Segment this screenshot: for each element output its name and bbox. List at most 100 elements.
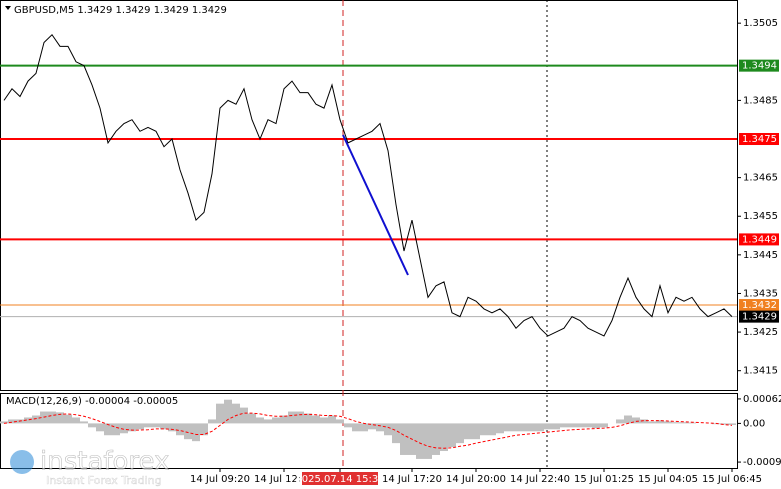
level-tag <box>739 299 779 312</box>
macd-bar <box>56 412 64 424</box>
macd-bar <box>336 419 344 424</box>
macd-bar <box>424 423 432 459</box>
y-tick-label: 0.00 <box>743 418 765 429</box>
macd-bar <box>496 423 504 434</box>
macd-bar <box>288 411 296 424</box>
trend-line <box>342 134 409 276</box>
brand: instaforex <box>40 447 169 477</box>
macd-bar <box>344 423 352 428</box>
level-label: 1.3429 <box>742 312 777 323</box>
title-arrow <box>5 6 11 10</box>
x-tick-label: 14 Jul 12:00 <box>254 474 314 485</box>
level-label: 1.3449 <box>742 234 777 245</box>
macd-bar <box>576 423 584 428</box>
macd-bar <box>224 399 232 424</box>
macd-bar <box>416 423 424 459</box>
macd-bar <box>168 423 176 432</box>
plot-layer: 1.35051.34851.34651.34551.34451.34351.34… <box>0 18 781 485</box>
level-tag <box>739 310 779 323</box>
macd-bar <box>552 423 560 430</box>
y-tick-label: 1.3425 <box>743 327 778 338</box>
macd-bar <box>72 417 80 424</box>
macd-bar <box>568 423 576 428</box>
macd-bar <box>384 423 392 436</box>
macd-bar <box>200 423 208 436</box>
macd-bar <box>208 419 216 424</box>
macd-bar <box>472 423 480 440</box>
level-tag <box>739 133 779 146</box>
x-label-highlight <box>302 472 378 485</box>
macd-bar <box>504 423 512 432</box>
macd-bar <box>688 422 696 424</box>
macd-frame <box>0 393 738 469</box>
y-tick-label: 0.00062 <box>743 394 781 405</box>
macd-bar <box>624 415 632 424</box>
macd-bar <box>88 423 96 428</box>
macd-bar <box>32 415 40 424</box>
macd-bar <box>376 423 384 432</box>
macd-bar <box>480 423 488 436</box>
macd-bar <box>320 417 328 424</box>
x-tick-label: 2025.07.14 15:30 <box>295 474 384 485</box>
macd-bar <box>656 420 664 424</box>
macd-bar <box>304 413 312 424</box>
price-line <box>3 33 733 337</box>
macd-bar <box>136 423 144 430</box>
macd-bar <box>536 423 544 432</box>
y-tick-label: 1.3465 <box>743 173 778 184</box>
macd-bar <box>144 423 152 428</box>
macd-bar <box>592 423 600 429</box>
macd-bar <box>456 423 464 444</box>
macd-bar <box>80 421 88 424</box>
x-tick-label: 14 Jul 09:20 <box>190 474 250 485</box>
macd-bar <box>488 423 496 436</box>
macd-bar <box>128 423 136 432</box>
macd-bar <box>400 423 408 455</box>
y-tick-label: 1.3435 <box>743 288 778 299</box>
macd-bar <box>8 419 16 424</box>
macd-bar <box>176 423 184 436</box>
macd-bar <box>368 423 376 430</box>
y-tick-label: 1.3455 <box>743 211 778 222</box>
macd-bar <box>528 423 536 432</box>
macd-bar <box>464 423 472 440</box>
macd-bar <box>440 423 448 452</box>
macd-bar <box>600 423 608 428</box>
tagline: Instant Forex Trading <box>46 474 162 487</box>
logo-circle <box>10 450 34 474</box>
price-frame <box>0 0 738 391</box>
y-tick-label: -0.00098 <box>743 457 781 468</box>
level-label: 1.3494 <box>742 61 777 72</box>
macd-bar <box>448 423 456 448</box>
macd-bar <box>232 403 240 424</box>
macd-bar <box>720 423 728 425</box>
macd-bar <box>104 423 112 436</box>
level-label: 1.3475 <box>742 134 777 145</box>
y-tick-label: 1.3415 <box>743 366 778 377</box>
macd-bar <box>640 419 648 424</box>
x-tick-label: 15 Jul 06:45 <box>702 474 762 485</box>
macd-bar <box>24 417 32 424</box>
x-tick-label: 14 Jul 20:00 <box>446 474 506 485</box>
macd-bar <box>648 421 656 424</box>
macd-bar <box>312 415 320 424</box>
macd-bar <box>48 411 56 424</box>
macd-bar <box>632 417 640 424</box>
macd-bar <box>584 423 592 428</box>
macd-bar <box>264 419 272 424</box>
y-tick-label: 1.3485 <box>743 95 778 106</box>
macd-bar <box>544 423 552 430</box>
x-tick-label: 15 Jul 01:25 <box>574 474 634 485</box>
macd-bar <box>392 423 400 444</box>
macd-bar <box>512 423 520 432</box>
macd-bar <box>352 423 360 432</box>
macd-bar <box>96 423 104 432</box>
macd-bar <box>680 422 688 424</box>
macd-bar <box>112 423 120 436</box>
level-label: 1.3432 <box>742 300 777 311</box>
x-tick-label: 14 Jul 22:40 <box>510 474 570 485</box>
macd-bar <box>296 411 304 424</box>
macd-bar <box>216 403 224 424</box>
macd-bar <box>248 413 256 424</box>
